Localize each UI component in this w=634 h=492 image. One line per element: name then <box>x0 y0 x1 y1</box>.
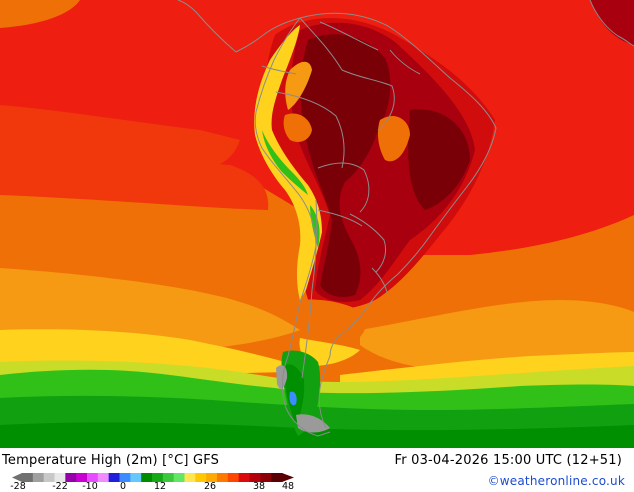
scale-tick: -28 <box>10 481 26 492</box>
credit-link[interactable]: ©weatheronline.co.uk <box>487 474 625 488</box>
coastline-caribbean <box>235 17 301 53</box>
border-ecuador <box>261 65 297 75</box>
zone-far-north-hot <box>590 0 634 45</box>
zone-orange-patch-2 <box>283 113 312 142</box>
scale-swatch <box>108 473 120 482</box>
scale-swatch <box>227 473 240 482</box>
scale-swatch <box>97 473 110 482</box>
scale-arrow-low <box>12 473 22 482</box>
zone-andes-green <box>262 130 308 195</box>
scale-swatch <box>32 473 45 482</box>
map-title: Temperature High (2m) [°C] GFS <box>2 453 220 468</box>
scale-tick: 0 <box>119 481 127 492</box>
zone-andes-green-2 <box>310 205 320 248</box>
border-venezuela <box>319 21 379 51</box>
zone-andes-yellow <box>254 25 322 300</box>
scale-swatch <box>195 473 207 482</box>
scale-swatch <box>54 473 66 482</box>
coastline-west <box>254 17 331 437</box>
scale-swatch <box>271 473 283 482</box>
zone-light-orange-atlantic <box>360 300 634 368</box>
zone-northwest-orange <box>0 0 80 28</box>
color-scale-swatches <box>12 473 294 482</box>
scale-tick: -22 <box>52 481 68 492</box>
forecast-datetime: Fr 03-04-2026 15:00 UTC (12+51) <box>394 453 622 468</box>
scale-tick: 38 <box>252 481 266 492</box>
border-brazil-west <box>341 69 395 131</box>
zone-northeast-hot-darkest <box>408 109 470 210</box>
zone-patagonia-orange <box>298 299 367 345</box>
coastline-africa <box>589 0 634 47</box>
country-borders <box>261 17 421 379</box>
color-scale: -28 -22 -10 0 12 26 38 48 <box>10 473 295 492</box>
scale-swatch <box>65 473 77 482</box>
border-argentina-north <box>317 209 363 227</box>
scale-swatch <box>249 473 261 482</box>
border-paraguay <box>349 213 387 273</box>
border-argentina-chile <box>301 199 318 379</box>
map-canvas <box>0 0 634 448</box>
scale-tick: 12 <box>153 481 167 492</box>
zone-continent-hot-darkest <box>300 34 391 297</box>
scale-arrow-high <box>282 473 294 482</box>
scale-swatch <box>217 473 229 482</box>
border-colombia <box>299 17 343 71</box>
scale-swatch <box>162 473 175 482</box>
scale-tick: -10 <box>82 481 98 492</box>
border-peru <box>275 91 345 169</box>
scale-tick: 48 <box>281 481 295 492</box>
zone-patagonia-grey <box>276 365 288 389</box>
scale-swatch <box>260 473 272 482</box>
coastlines <box>177 0 634 437</box>
scale-swatch <box>206 473 218 482</box>
zone-patagonia-blue <box>289 391 297 406</box>
border-guianas <box>389 49 421 75</box>
coastline-central-america <box>177 0 237 53</box>
coastline-east <box>299 12 497 429</box>
zone-orange-patch <box>377 115 410 162</box>
scale-tick: 26 <box>203 481 217 492</box>
scale-swatch <box>173 473 185 482</box>
zone-andes-orange <box>285 61 312 110</box>
scale-swatch <box>184 473 196 482</box>
scale-swatch <box>119 473 131 482</box>
scale-swatch <box>130 473 142 482</box>
border-bolivia <box>317 162 370 213</box>
scale-swatch <box>76 473 88 482</box>
color-scale-bar <box>12 473 294 482</box>
scale-swatch <box>22 473 34 482</box>
scale-swatch <box>152 473 164 482</box>
border-uruguay <box>371 267 389 297</box>
scale-swatch <box>87 473 99 482</box>
scale-swatch <box>238 473 250 482</box>
scale-swatch <box>43 473 55 482</box>
scale-swatch <box>141 473 153 482</box>
zone-tierra-grey <box>296 414 330 433</box>
temperature-map <box>0 0 634 448</box>
zone-south-pacific-red-orange <box>0 140 269 210</box>
map-footer: Temperature High (2m) [°C] GFS Fr 03-04-… <box>0 448 634 492</box>
